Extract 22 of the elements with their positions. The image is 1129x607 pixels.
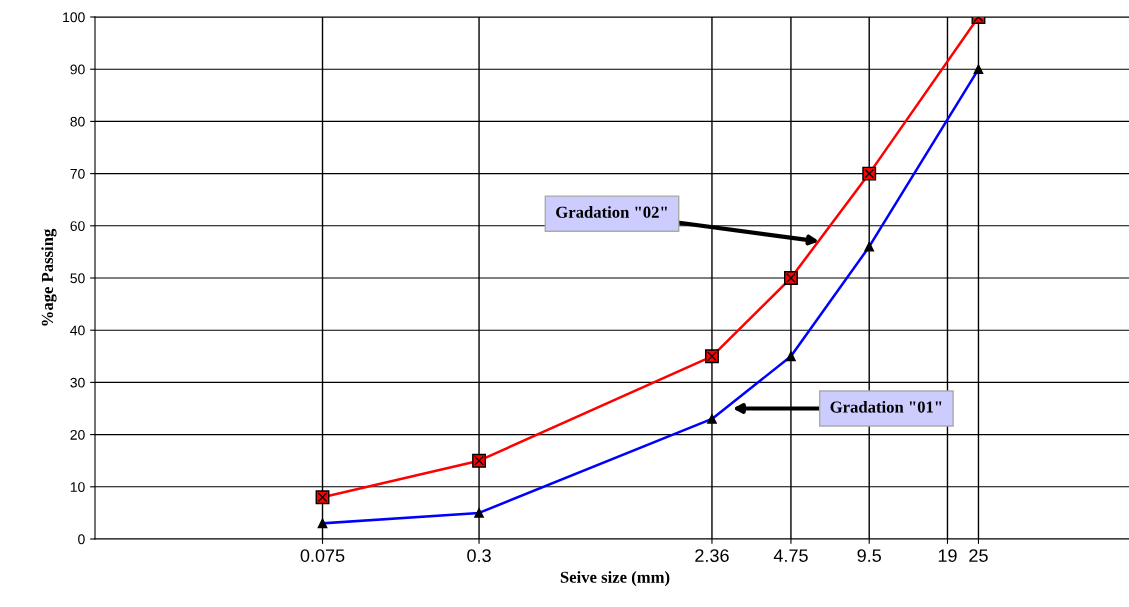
x-tick-label: 0.075	[300, 549, 345, 562]
y-axis-title: %age Passing	[41, 228, 57, 326]
annotation: Gradation "01"	[830, 400, 942, 413]
x-tick-label: 25	[969, 549, 988, 562]
y-tick-label: 70	[70, 168, 85, 179]
x-tick-label: 2.36	[695, 549, 729, 562]
x-tick-label: 19	[938, 549, 957, 562]
x-tick-label: 4.75	[773, 549, 808, 562]
x-tick-label: 0.3	[467, 549, 491, 562]
y-tick-label: 60	[70, 221, 85, 231]
y-tick-label: 40	[70, 325, 85, 336]
annotation: Gradation "02"	[556, 206, 667, 218]
y-tick-label: 20	[70, 429, 85, 440]
x-axis-title: Seive size (mm)	[560, 571, 670, 587]
y-tick-label: 30	[70, 377, 85, 388]
y-tick-label: 0	[78, 534, 85, 545]
y-tick-label: 100	[63, 12, 85, 23]
y-tick-label: 90	[70, 64, 85, 75]
y-tick-label: 50	[70, 273, 85, 284]
y-tick-label: 10	[70, 482, 85, 492]
y-tick-label: 80	[70, 116, 85, 127]
x-tick-label: 9.5	[857, 549, 881, 562]
